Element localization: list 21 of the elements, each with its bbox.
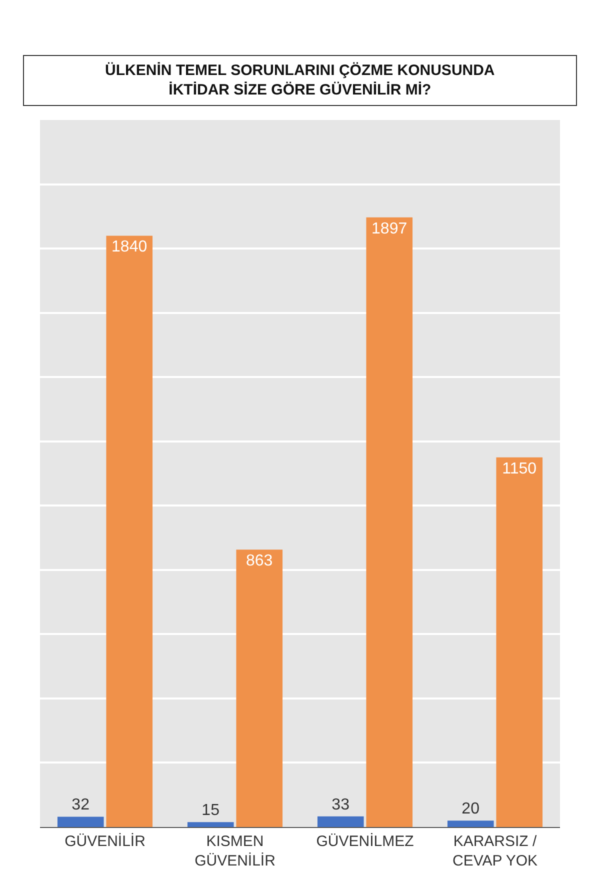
data-label: 33 <box>332 796 350 814</box>
bar <box>106 236 153 827</box>
bar <box>236 550 283 827</box>
bar <box>496 457 543 827</box>
x-tick-label: GÜVENİLMEZ <box>316 832 414 850</box>
x-tick-label: KISMEN GÜVENİLİR <box>194 833 276 870</box>
x-tick-label: KARARSIZ / CEVAP YOK <box>452 833 538 870</box>
bar <box>366 217 413 827</box>
data-label: 20 <box>462 800 480 818</box>
data-label: 32 <box>72 796 90 814</box>
bar <box>447 820 494 827</box>
data-label: 15 <box>202 802 220 820</box>
x-tick-label: GÜVENİLİR <box>64 832 146 850</box>
data-label: 1897 <box>372 220 408 238</box>
data-label: 1840 <box>112 238 148 256</box>
data-label: 863 <box>246 552 273 570</box>
bar <box>317 816 364 827</box>
bar <box>57 816 104 827</box>
chart-title: ÜLKENİN TEMEL SORUNLARINI ÇÖZME KONUSUNDA İKTİDAR SİZE GÖRE GÜVENİLİR Mİ? <box>105 62 495 98</box>
bar <box>187 822 234 827</box>
data-label: 1150 <box>502 460 537 478</box>
